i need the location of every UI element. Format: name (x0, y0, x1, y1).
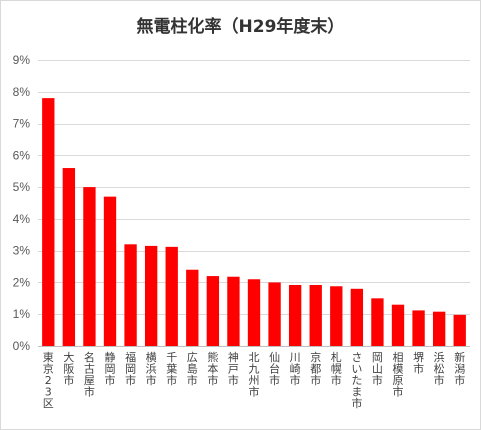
x-tick-label: 岡山市 (372, 351, 383, 387)
bar (103, 196, 117, 346)
bar (186, 269, 199, 346)
x-tick-label: 静岡市 (105, 350, 116, 387)
bar (350, 288, 364, 346)
x-tick-label: 新潟市 (454, 350, 465, 387)
bar (227, 276, 240, 346)
bar (432, 311, 446, 346)
x-tick-label: 浜松市 (434, 351, 445, 387)
bar (206, 276, 220, 346)
chart-title: 無電柱化率（H29年度末） (136, 17, 345, 37)
bar (42, 98, 55, 346)
bar (453, 314, 466, 346)
x-tick-label: 堺市 (413, 351, 424, 376)
bar (268, 282, 281, 346)
y-tick-label: 9% (13, 53, 31, 67)
bar (309, 284, 322, 346)
bar (330, 286, 343, 346)
x-axis-tick-labels: 東京 2 3 区大阪市名古屋市静岡市福岡市横浜市千葉市広島市熊本市神戸市北九州市仙台市… (43, 350, 465, 410)
bar (371, 298, 384, 346)
x-tick-label: 熊本市 (207, 350, 218, 387)
bar (144, 245, 158, 346)
x-tick-label: 神戸市 (228, 350, 239, 387)
bar (62, 168, 76, 346)
x-tick-label: 広島市 (187, 351, 198, 387)
x-tick-label: 相模原市 (393, 351, 404, 399)
x-tick-label: 仙台市 (269, 351, 280, 387)
bar (391, 304, 405, 346)
x-tick-label: 札幌市 (331, 351, 342, 387)
bar (165, 246, 178, 346)
bar (83, 187, 96, 346)
bar (412, 310, 425, 346)
x-tick-label: 京都市 (310, 350, 321, 387)
x-tick-label: 北九州市 (249, 351, 260, 399)
y-tick-label: 8% (13, 85, 31, 99)
bar (124, 244, 137, 346)
x-tick-label: 福岡市 (125, 350, 136, 387)
y-tick-label: 0% (13, 339, 31, 353)
y-tick-label: 1% (13, 307, 31, 321)
bars (42, 98, 466, 346)
x-tick-label: さいたま市 (351, 351, 362, 410)
y-axis-tick-labels: 0% 1% 2% 3% 4% 5% 6% 7% 8% 9% (13, 53, 31, 353)
x-tick-label: 横浜市 (146, 350, 157, 387)
y-tick-label: 5% (13, 180, 31, 194)
y-tick-label: 2% (13, 275, 31, 289)
y-tick-label: 3% (13, 244, 31, 258)
x-tick-label: 名古屋市 (84, 350, 95, 399)
x-tick-label: 東京 2 3 区 (43, 351, 54, 410)
x-tick-label: 千葉市 (166, 351, 177, 387)
x-tick-label: 大阪市 (63, 350, 74, 387)
y-tick-label: 4% (13, 212, 31, 226)
x-tick-label: 川崎市 (290, 351, 301, 387)
y-tick-label: 7% (13, 117, 31, 131)
bar (288, 284, 302, 346)
bar (247, 279, 261, 346)
y-tick-label: 6% (13, 148, 31, 162)
